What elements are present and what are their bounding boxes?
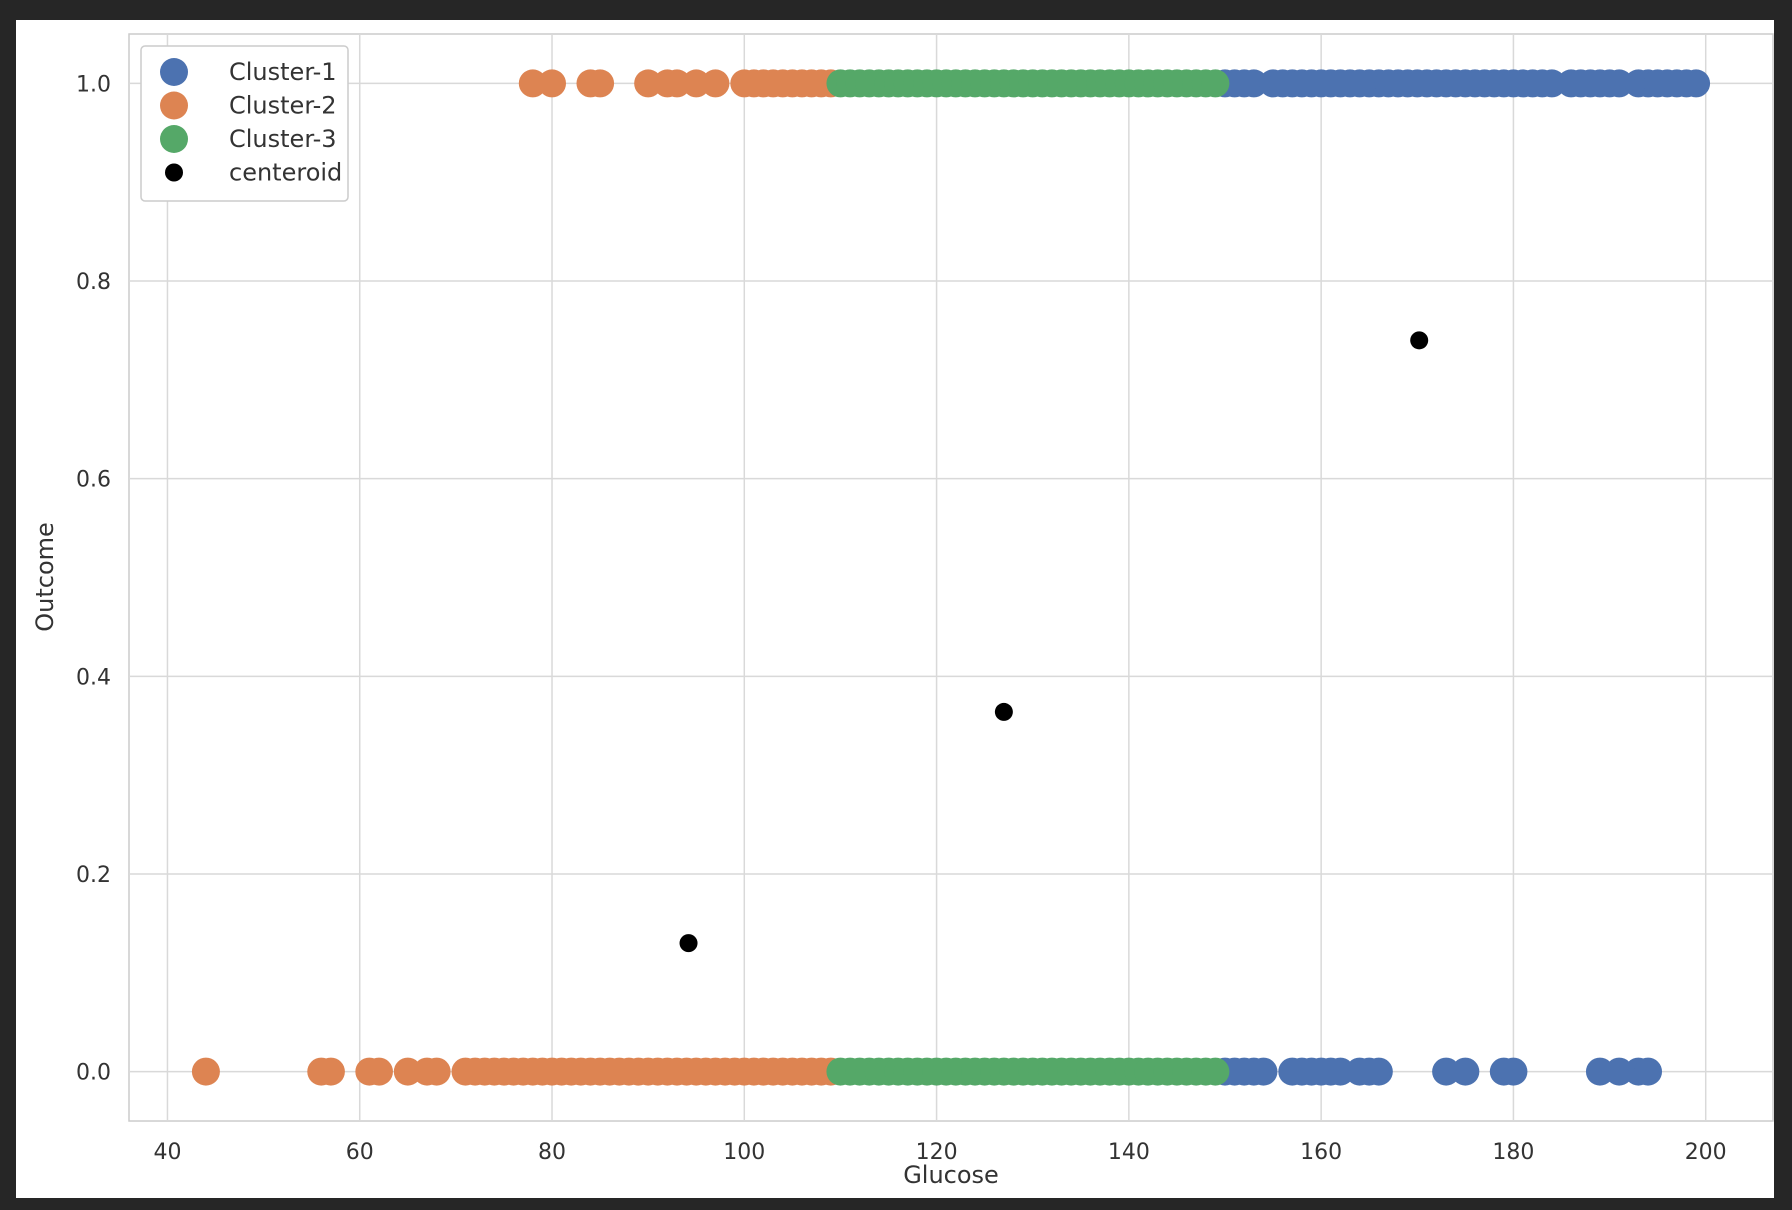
data-point	[518, 69, 547, 98]
centroid-point	[679, 934, 698, 953]
x-tick-label: 180	[1492, 1140, 1534, 1165]
y-tick-label: 0.0	[76, 1061, 111, 1086]
data-point	[1239, 69, 1268, 98]
y-tick-label: 0.8	[76, 270, 111, 295]
data-point	[1537, 69, 1566, 98]
legend-label: Cluster-2	[229, 92, 337, 120]
data-point	[663, 69, 691, 98]
legend-label: centeroid	[229, 159, 342, 187]
data-point	[1605, 1057, 1634, 1086]
grid	[129, 34, 1773, 1121]
data-point	[191, 1057, 220, 1086]
x-tick-label: 120	[916, 1140, 958, 1165]
legend-label: Cluster-1	[229, 58, 337, 86]
plot-area	[128, 33, 1774, 1122]
legend-marker	[160, 58, 188, 86]
data-point	[393, 1057, 422, 1086]
series-centeroid	[679, 331, 1429, 953]
data-point	[1499, 1057, 1528, 1086]
data-point	[682, 69, 711, 98]
data-point	[1201, 69, 1230, 98]
y-tick-label: 1.0	[76, 72, 111, 97]
series-cluster-1	[1211, 69, 1711, 1086]
x-tick-label: 60	[346, 1140, 374, 1165]
legend-marker	[165, 163, 183, 182]
legend-label: Cluster-3	[229, 125, 337, 153]
x-tick-label: 100	[723, 1140, 765, 1165]
data-point	[316, 1057, 345, 1086]
data-point	[1249, 1057, 1278, 1086]
x-tick-labels: 40 60 80 100 120 140 160 180 200	[153, 1140, 1726, 1165]
data-point	[1634, 1057, 1663, 1086]
data-point	[701, 69, 730, 98]
data-point	[586, 69, 615, 98]
data-point	[1682, 69, 1711, 98]
y-tick-label: 0.6	[76, 468, 111, 493]
legend-marker	[160, 125, 188, 153]
legend-marker	[160, 91, 188, 120]
x-tick-label: 40	[153, 1140, 181, 1165]
data-point	[538, 69, 567, 98]
data-point	[1201, 1057, 1230, 1086]
data-point	[634, 69, 663, 98]
x-axis-label: Glucose	[903, 1161, 999, 1189]
data-point	[1364, 1057, 1393, 1086]
centroid-point	[994, 702, 1013, 721]
series-cluster-2	[191, 69, 845, 1086]
data-point	[1451, 1057, 1480, 1086]
data-point	[364, 1057, 393, 1086]
data-point	[1605, 69, 1634, 98]
series-cluster-3	[826, 69, 1230, 1086]
x-tick-label: 160	[1300, 1140, 1342, 1165]
data-point	[422, 1057, 451, 1086]
data-point	[1432, 1057, 1461, 1086]
y-tick-label: 0.4	[76, 665, 111, 690]
data-point	[1326, 1057, 1355, 1086]
legend-box	[140, 45, 349, 202]
data-points	[191, 69, 1711, 1086]
x-tick-label: 80	[538, 1140, 566, 1165]
x-tick-label: 140	[1108, 1140, 1150, 1165]
y-tick-labels: 0.0 0.2 0.4 0.6 0.8 1.0	[76, 72, 111, 1085]
data-point	[1585, 1057, 1614, 1086]
centroid-point	[1410, 331, 1429, 350]
legend: Cluster-1 Cluster-2 Cluster-3 centeroid	[140, 45, 349, 202]
y-axis-label: Outcome	[31, 522, 59, 632]
chart-frame: 40 60 80 100 120 140 160 180 200 0.0 0.2 0.4 0.6 0.8…	[16, 20, 1774, 1198]
y-tick-label: 0.2	[76, 863, 111, 888]
x-tick-label: 200	[1685, 1140, 1727, 1165]
scatter-chart: 40 60 80 100 120 140 160 180 200 0.0 0.2 0.4 0.6 0.8…	[31, 33, 1774, 1189]
